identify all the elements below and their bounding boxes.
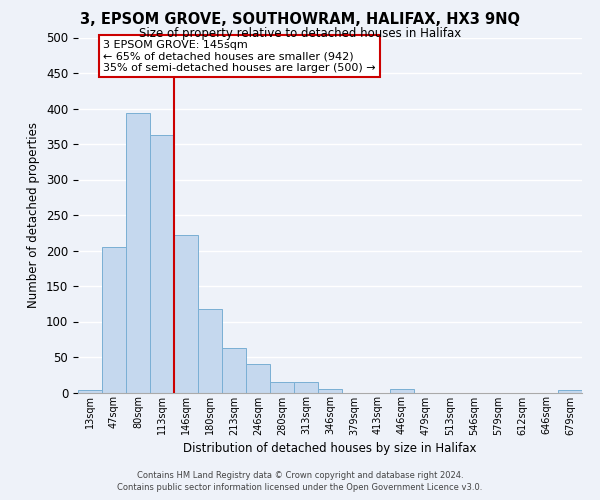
Bar [126, 114, 150, 392]
Bar [174, 235, 198, 392]
Text: 3, EPSOM GROVE, SOUTHOWRAM, HALIFAX, HX3 9NQ: 3, EPSOM GROVE, SOUTHOWRAM, HALIFAX, HX3… [80, 12, 520, 28]
Bar [246, 364, 270, 392]
Bar [150, 136, 174, 392]
X-axis label: Distribution of detached houses by size in Halifax: Distribution of detached houses by size … [183, 442, 477, 454]
Text: 3 EPSOM GROVE: 145sqm
← 65% of detached houses are smaller (942)
35% of semi-det: 3 EPSOM GROVE: 145sqm ← 65% of detached … [103, 40, 376, 73]
Bar [102, 247, 126, 392]
Y-axis label: Number of detached properties: Number of detached properties [28, 122, 40, 308]
Text: Contains HM Land Registry data © Crown copyright and database right 2024.
Contai: Contains HM Land Registry data © Crown c… [118, 471, 482, 492]
Bar [222, 348, 246, 393]
Bar [294, 382, 318, 392]
Bar [318, 389, 342, 392]
Bar [270, 382, 294, 392]
Text: Size of property relative to detached houses in Halifax: Size of property relative to detached ho… [139, 28, 461, 40]
Bar [198, 308, 222, 392]
Bar [78, 390, 102, 392]
Bar [390, 389, 414, 392]
Bar [558, 390, 582, 392]
